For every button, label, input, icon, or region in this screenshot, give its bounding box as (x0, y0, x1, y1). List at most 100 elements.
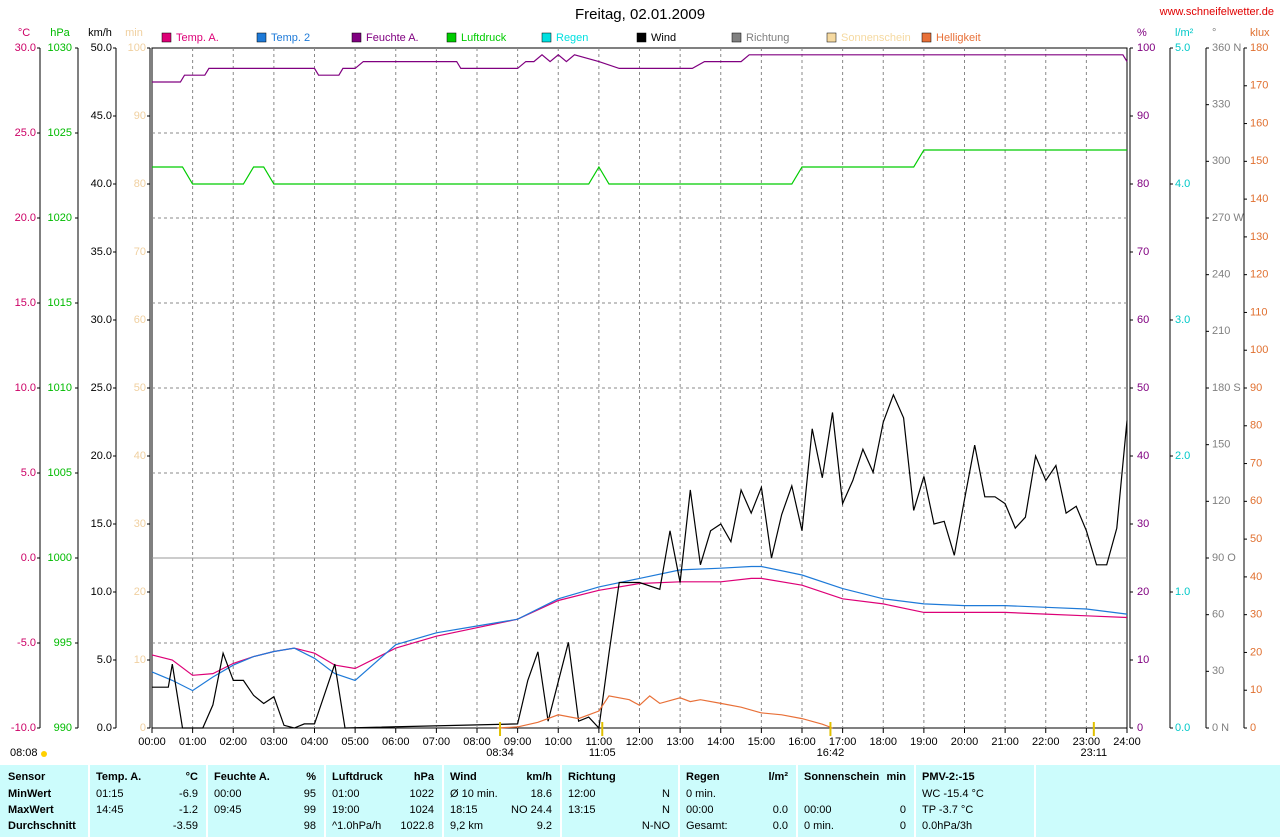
y-tick-label: 60 (134, 314, 146, 326)
y-tick-label: 130 (1250, 231, 1268, 243)
y-tick-label: 1000 (48, 552, 72, 564)
y-tick-label: 60 (1250, 495, 1262, 507)
table-cell: Temp. A. (96, 771, 142, 783)
y-tick-label: 0 (1250, 722, 1256, 734)
day-length: 08:08 (10, 747, 38, 759)
y-tick-label: 330 (1212, 99, 1230, 111)
legend-swatch (161, 32, 172, 43)
y-tick-label: 20 (134, 586, 146, 598)
x-tick-label: 03:00 (260, 736, 288, 748)
y-tick-label: 100 (1250, 344, 1268, 356)
y-tick-label: 40.0 (91, 178, 112, 190)
y-tick-label: 995 (54, 637, 72, 649)
y-tick-label: 45.0 (91, 110, 112, 122)
y-tick-label: 5.0 (1175, 42, 1190, 54)
axis-unit: % (1137, 27, 1147, 39)
legend-swatch (256, 32, 267, 43)
table-cell: Regen (686, 771, 720, 783)
table-cell: 18.6 (530, 788, 552, 800)
table-cell: N-NO (641, 820, 670, 832)
table-cell: WC -15.4 °C (922, 788, 984, 800)
y-tick-label: 70 (1137, 246, 1149, 258)
source: www.schneifelwetter.de (1159, 6, 1274, 18)
x-tick-label: 13:00 (666, 736, 694, 748)
legend-label: Sonnenschein (841, 32, 911, 44)
y-tick-label: 100 (128, 42, 146, 54)
y-tick-label: 180 S (1212, 382, 1241, 394)
y-tick-label: 4.0 (1175, 178, 1190, 190)
table-cell: 98 (303, 820, 316, 832)
table-cell: 0.0 (772, 804, 788, 816)
y-tick-label: 0 (1137, 722, 1143, 734)
y-tick-label: 160 (1250, 117, 1268, 129)
y-tick-label: 30 (1212, 665, 1224, 677)
y-tick-label: 50 (1250, 533, 1262, 545)
table-cell: 0 (899, 820, 906, 832)
y-tick-label: 110 (1250, 306, 1268, 318)
sun-icon (41, 751, 47, 757)
y-tick-label: 120 (1212, 495, 1230, 507)
legend-label: Richtung (746, 32, 789, 44)
axis-unit: l/m² (1175, 27, 1194, 39)
x-tick-label: 19:00 (910, 736, 938, 748)
y-tick-label: 60 (1137, 314, 1149, 326)
x-tick-label: 18:00 (869, 736, 897, 748)
legend-swatch (636, 32, 647, 43)
table-cell: 00:00 (686, 804, 714, 816)
table-column: Sonnenschein min 00:00 0 0 min. 0 (796, 765, 916, 837)
x-tick-label: 07:00 (423, 736, 451, 748)
table-cell: 0 (899, 804, 906, 816)
x-tick-label: 21:00 (991, 736, 1019, 748)
y-tick-label: 50.0 (91, 42, 112, 54)
y-tick-label: 30.0 (15, 42, 36, 54)
table-cell: 12:00 (568, 788, 596, 800)
legend-swatch (541, 32, 552, 43)
y-tick-label: 10.0 (91, 586, 112, 598)
y-tick-label: 0.0 (1175, 722, 1190, 734)
y-tick-label: 30.0 (91, 314, 112, 326)
y-tick-label: 30 (1137, 518, 1149, 530)
y-tick-label: 20 (1250, 646, 1262, 658)
y-tick-label: 70 (1250, 457, 1262, 469)
y-tick-label: 15.0 (15, 297, 36, 309)
series-line (152, 54, 1128, 83)
x-tick-label: 10:00 (544, 736, 572, 748)
table-cell: PMV-2:-15 (922, 771, 975, 783)
y-tick-label: 10 (1137, 654, 1149, 666)
y-tick-label: 140 (1250, 193, 1268, 205)
y-tick-label: 1.0 (1175, 586, 1190, 598)
y-tick-label: 30 (1250, 609, 1262, 621)
x-tick-label: 09:00 (504, 736, 532, 748)
table-cell: 01:15 (96, 788, 124, 800)
x-tick-label: 00:00 (138, 736, 166, 748)
table-cell: 00:00 (214, 788, 242, 800)
y-tick-label: 50 (134, 382, 146, 394)
y-tick-label: 170 (1250, 80, 1268, 92)
y-tick-label: 35.0 (91, 246, 112, 258)
y-tick-label: 360 N (1212, 42, 1241, 54)
y-tick-label: -10.0 (11, 722, 36, 734)
table-cell: Luftdruck (332, 771, 383, 783)
y-tick-label: 240 (1212, 269, 1230, 281)
summary-table: Sensor MinWert MaxWert Durchschnitt Temp. A.… (0, 765, 1280, 837)
table-cell: ^1.0hPa/h (332, 820, 382, 832)
y-tick-label: 180 (1250, 42, 1268, 54)
y-tick-label: 10 (1250, 684, 1262, 696)
table-cell: 18:15 (450, 804, 478, 816)
x-tick-label: 17:00 (829, 736, 857, 748)
chart: Freitag, 02.01.2009 www.schneifelwetter.… (10, 6, 1274, 759)
table-cell: 1024 (409, 804, 434, 816)
axis-unit: klux (1250, 27, 1270, 39)
y-tick-label: 25.0 (15, 127, 36, 139)
series-line (152, 149, 1127, 185)
table-cell: -3.59 (172, 820, 198, 832)
y-tick-label: 5.0 (97, 654, 112, 666)
y-tick-label: 270 W (1212, 212, 1244, 224)
axis-unit: min (125, 27, 143, 39)
table-cell: Gesamt: (686, 820, 728, 832)
y-tick-label: 0.0 (21, 552, 36, 564)
table-column: PMV-2:-15 WC -15.4 °C TP -3.7 °C 0.0hPa/3h (914, 765, 1036, 837)
legend-label: Temp. 2 (271, 32, 310, 44)
y-tick-label: -5.0 (17, 637, 36, 649)
table-column: Temp. A. °C 01:15 -6.9 14:45 -1.2 -3.59 (88, 765, 208, 837)
